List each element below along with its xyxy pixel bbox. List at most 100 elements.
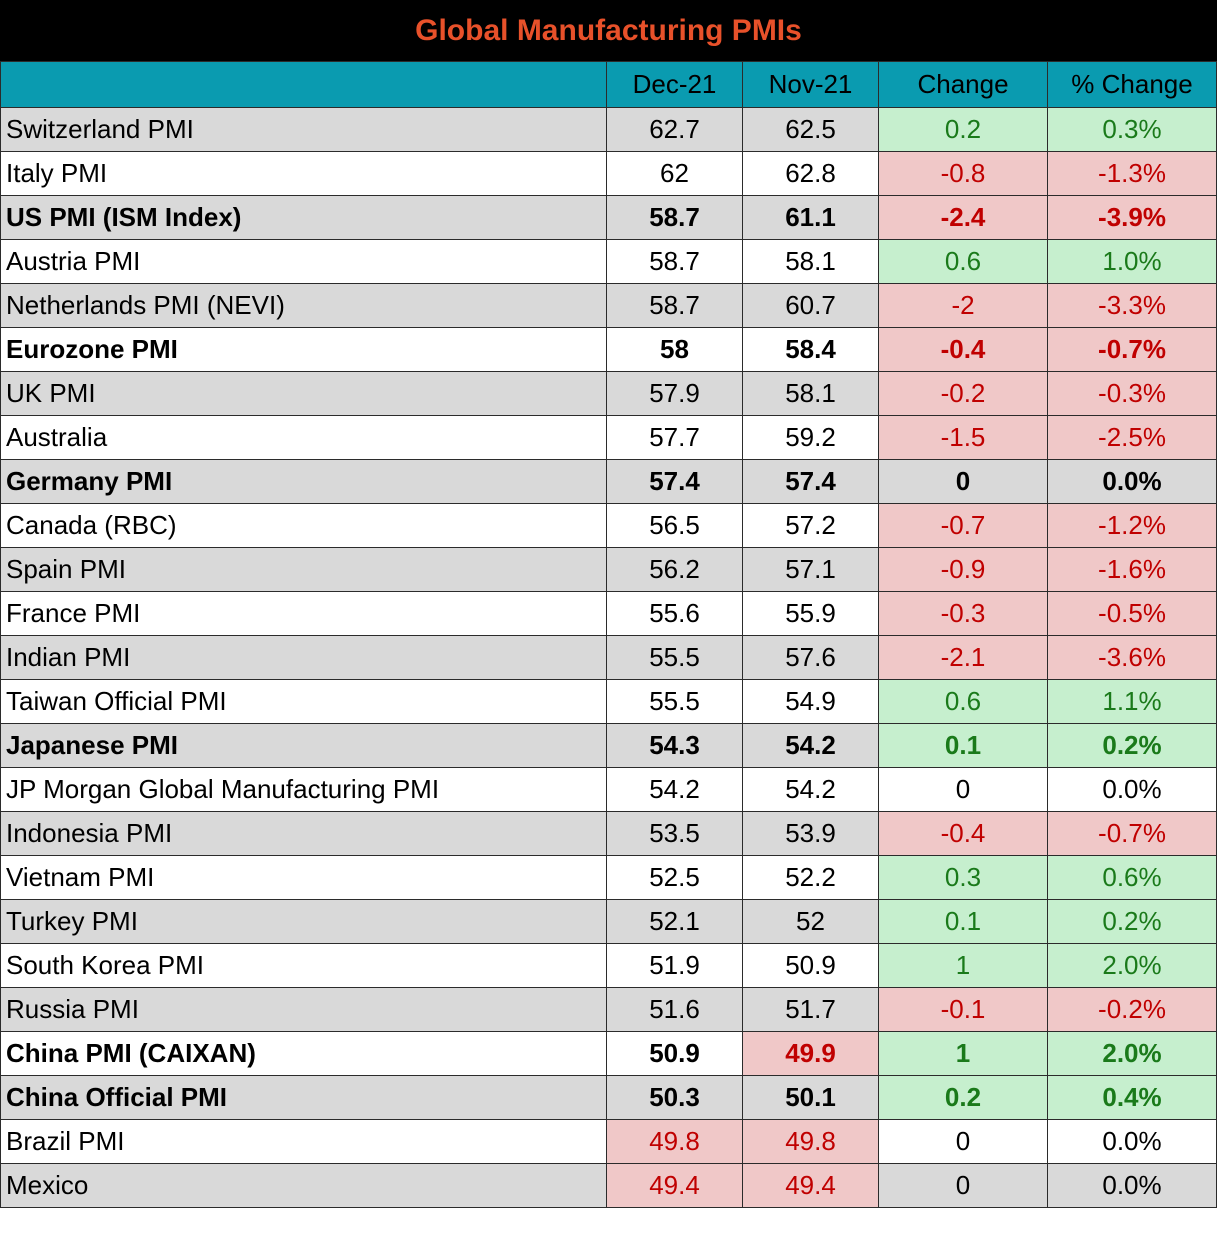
header-cell-nov21: Nov-21 [742,61,879,108]
table-row: Mexico 49.4 49.4 0 0.0% [0,1163,1217,1208]
pct-change-value-cell: 2.0% [1047,1031,1217,1076]
change-value-cell: 1 [878,943,1048,988]
table-row: Japanese PMI 54.3 54.2 0.1 0.2% [0,723,1217,768]
table-row: US PMI (ISM Index) 58.7 61.1 -2.4 -3.9% [0,195,1217,240]
nov21-value-cell: 58.1 [742,371,879,416]
pct-change-value-cell: -2.5% [1047,415,1217,460]
dec21-value-cell: 54.2 [606,767,743,812]
table-row: Spain PMI 56.2 57.1 -0.9 -1.6% [0,547,1217,592]
table-row: Switzerland PMI 62.7 62.5 0.2 0.3% [0,107,1217,152]
table-row: UK PMI 57.9 58.1 -0.2 -0.3% [0,371,1217,416]
nov21-value-cell: 55.9 [742,591,879,636]
nov21-value-cell: 62.5 [742,107,879,152]
row-name-cell: Taiwan Official PMI [0,679,607,724]
table-row: South Korea PMI 51.9 50.9 1 2.0% [0,943,1217,988]
table-row: Australia 57.7 59.2 -1.5 -2.5% [0,415,1217,460]
pmi-table: Dec-21 Nov-21 Change % Change Switzerlan… [0,61,1217,1208]
change-value-cell: -0.8 [878,151,1048,196]
change-value-cell: -0.2 [878,371,1048,416]
table-row: Russia PMI 51.6 51.7 -0.1 -0.2% [0,987,1217,1032]
dec21-value-cell: 52.5 [606,855,743,900]
change-value-cell: -1.5 [878,415,1048,460]
dec21-value-cell: 58.7 [606,195,743,240]
change-value-cell: 0 [878,1163,1048,1208]
change-value-cell: 1 [878,1031,1048,1076]
dec21-value-cell: 50.3 [606,1075,743,1120]
nov21-value-cell: 51.7 [742,987,879,1032]
row-name-cell: Spain PMI [0,547,607,592]
table-row: Austria PMI 58.7 58.1 0.6 1.0% [0,239,1217,284]
change-value-cell: -0.3 [878,591,1048,636]
pct-change-value-cell: 0.0% [1047,767,1217,812]
pct-change-value-cell: -0.3% [1047,371,1217,416]
nov21-value-cell: 59.2 [742,415,879,460]
nov21-value-cell: 52.2 [742,855,879,900]
change-value-cell: -0.4 [878,811,1048,856]
table-row: Taiwan Official PMI 55.5 54.9 0.6 1.1% [0,679,1217,724]
change-value-cell: -0.7 [878,503,1048,548]
pct-change-value-cell: 0.0% [1047,1119,1217,1164]
nov21-value-cell: 54.9 [742,679,879,724]
table-row: France PMI 55.6 55.9 -0.3 -0.5% [0,591,1217,636]
row-name-cell: Vietnam PMI [0,855,607,900]
table-row: Turkey PMI 52.1 52 0.1 0.2% [0,899,1217,944]
change-value-cell: -0.1 [878,987,1048,1032]
dec21-value-cell: 55.6 [606,591,743,636]
dec21-value-cell: 58 [606,327,743,372]
dec21-value-cell: 49.8 [606,1119,743,1164]
pct-change-value-cell: -0.7% [1047,811,1217,856]
row-name-cell: Brazil PMI [0,1119,607,1164]
pct-change-value-cell: 0.3% [1047,107,1217,152]
header-cell-dec21: Dec-21 [606,61,743,108]
nov21-value-cell: 57.2 [742,503,879,548]
table-row: Netherlands PMI (NEVI) 58.7 60.7 -2 -3.3% [0,283,1217,328]
dec21-value-cell: 57.7 [606,415,743,460]
row-name-cell: JP Morgan Global Manufacturing PMI [0,767,607,812]
dec21-value-cell: 55.5 [606,635,743,680]
nov21-value-cell: 54.2 [742,767,879,812]
header-row: Dec-21 Nov-21 Change % Change [0,61,1217,108]
change-value-cell: 0 [878,1119,1048,1164]
nov21-value-cell: 57.1 [742,547,879,592]
pct-change-value-cell: 0.2% [1047,899,1217,944]
nov21-value-cell: 60.7 [742,283,879,328]
row-name-cell: Canada (RBC) [0,503,607,548]
dec21-value-cell: 62.7 [606,107,743,152]
change-value-cell: 0.6 [878,239,1048,284]
row-name-cell: South Korea PMI [0,943,607,988]
table-row: Eurozone PMI 58 58.4 -0.4 -0.7% [0,327,1217,372]
row-name-cell: Australia [0,415,607,460]
dec21-value-cell: 49.4 [606,1163,743,1208]
row-name-cell: Indonesia PMI [0,811,607,856]
dec21-value-cell: 58.7 [606,283,743,328]
nov21-value-cell: 52 [742,899,879,944]
nov21-value-cell: 54.2 [742,723,879,768]
nov21-value-cell: 49.8 [742,1119,879,1164]
dec21-value-cell: 62 [606,151,743,196]
row-name-cell: China PMI (CAIXAN) [0,1031,607,1076]
change-value-cell: 0.2 [878,107,1048,152]
table-row: Canada (RBC) 56.5 57.2 -0.7 -1.2% [0,503,1217,548]
pct-change-value-cell: -0.5% [1047,591,1217,636]
change-value-cell: 0.1 [878,899,1048,944]
pct-change-value-cell: -0.2% [1047,987,1217,1032]
table-row: Germany PMI 57.4 57.4 0 0.0% [0,459,1217,504]
change-value-cell: 0 [878,767,1048,812]
pct-change-value-cell: -0.7% [1047,327,1217,372]
header-cell-name [0,61,607,108]
row-name-cell: Eurozone PMI [0,327,607,372]
pct-change-value-cell: -3.6% [1047,635,1217,680]
row-name-cell: UK PMI [0,371,607,416]
change-value-cell: -0.9 [878,547,1048,592]
row-name-cell: Switzerland PMI [0,107,607,152]
row-name-cell: Turkey PMI [0,899,607,944]
nov21-value-cell: 58.1 [742,239,879,284]
table-row: Vietnam PMI 52.5 52.2 0.3 0.6% [0,855,1217,900]
sheet-title: Global Manufacturing PMIs [0,0,1217,61]
dec21-value-cell: 55.5 [606,679,743,724]
nov21-value-cell: 49.9 [742,1031,879,1076]
change-value-cell: 0.1 [878,723,1048,768]
dec21-value-cell: 56.2 [606,547,743,592]
change-value-cell: 0.2 [878,1075,1048,1120]
pct-change-value-cell: 2.0% [1047,943,1217,988]
